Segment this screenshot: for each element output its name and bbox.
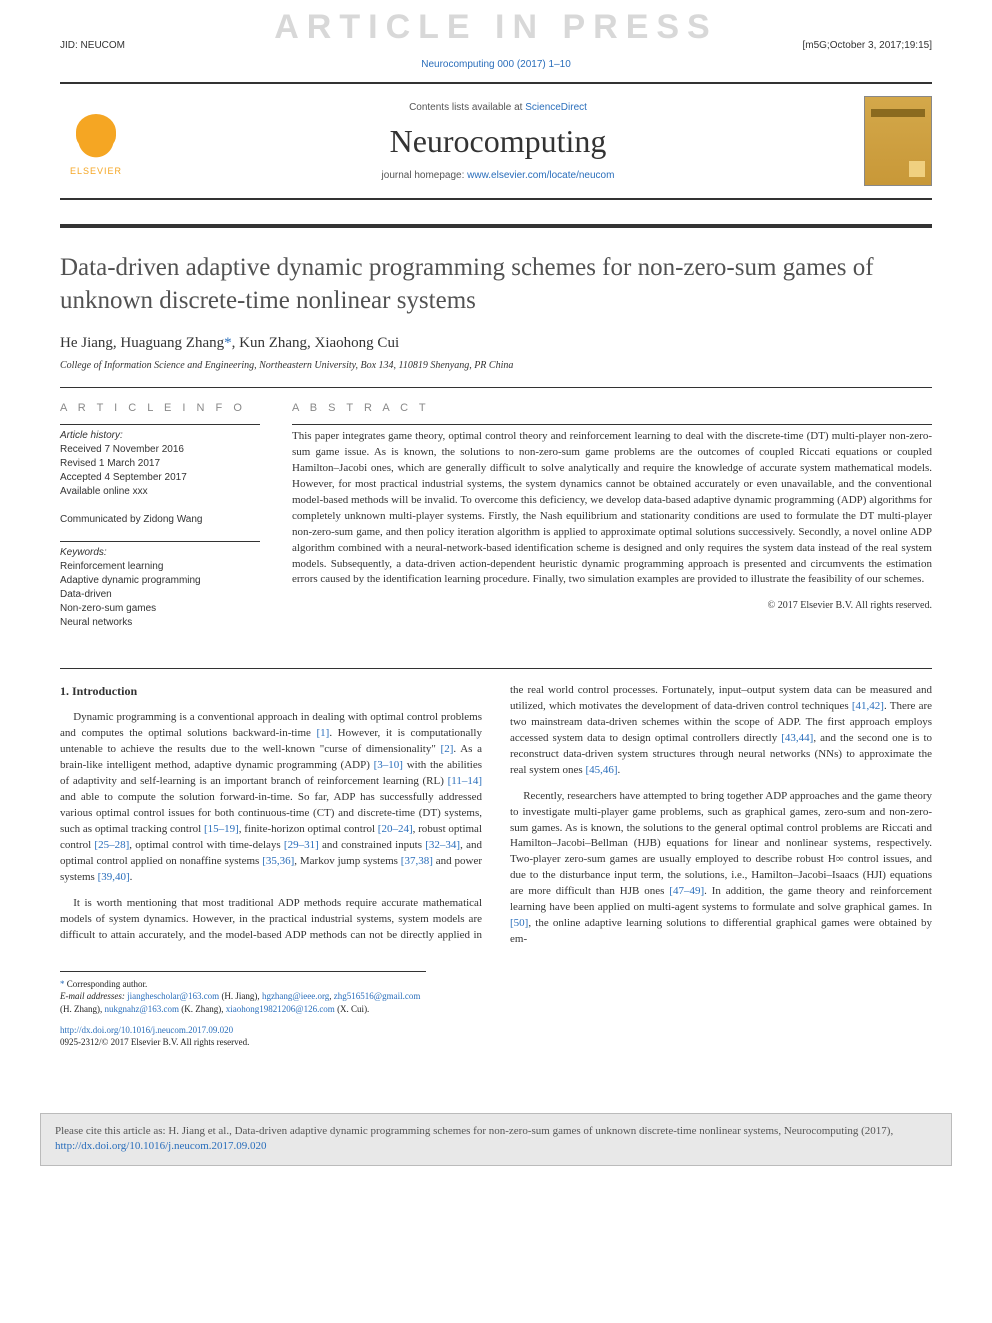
homepage-line: journal homepage: www.elsevier.com/locat… [148,170,848,181]
cite-text: Please cite this article as: H. Jiang et… [55,1125,893,1137]
email-4[interactable]: xiaohong19821206@126.com [226,1004,335,1014]
doi-link[interactable]: http://dx.doi.org/10.1016/j.neucom.2017.… [60,1025,233,1035]
homepage-link[interactable]: www.elsevier.com/locate/neucom [467,170,614,181]
history-accepted: Accepted 4 September 2017 [60,471,260,485]
ref-11-14[interactable]: [11–14] [448,775,482,787]
ref-32-34[interactable]: [32–34] [425,839,460,851]
section-1-heading: 1. Introduction [60,683,482,700]
affiliation: College of Information Science and Engin… [60,360,932,371]
email-line: E-mail addresses: jianghescholar@163.com… [60,990,426,1015]
abstract-column: a b s t r a c t This paper integrates ga… [292,402,932,644]
divider-abs-1 [292,424,932,425]
keyword-2: Data-driven [60,588,260,602]
ref-39-40[interactable]: [39,40] [98,871,130,883]
email-2[interactable]: zhg516516@gmail.com [334,991,421,1001]
email-1[interactable]: hgzhang@ieee.org [262,991,329,1001]
ref-3-10[interactable]: [3–10] [374,759,403,771]
email-label: E-mail addresses: [60,991,125,1001]
keywords-label: Keywords: [60,546,260,560]
divider-2 [60,668,932,669]
ref-50[interactable]: [50] [510,917,528,929]
ref-25-28[interactable]: [25–28] [94,839,129,851]
abstract-copyright: © 2017 Elsevier B.V. All rights reserved… [292,600,932,611]
sciencedirect-link[interactable]: ScienceDirect [525,102,587,113]
keyword-0: Reinforcement learning [60,560,260,574]
email-3[interactable]: nukgnahz@163.com [105,1004,180,1014]
contents-line: Contents lists available at ScienceDirec… [148,102,848,113]
elsevier-tree-icon [68,106,124,162]
history-online: Available online xxx [60,485,260,499]
journal-header: ELSEVIER Contents lists available at Sci… [60,82,932,200]
doi-block: http://dx.doi.org/10.1016/j.neucom.2017.… [60,1024,426,1049]
jid-left: JID: NEUCOM [60,40,125,51]
history-received: Received 7 November 2016 [60,443,260,457]
ref-47-49[interactable]: [47–49] [669,885,704,897]
keywords-block: Keywords: Reinforcement learning Adaptiv… [60,546,260,630]
contents-prefix: Contents lists available at [409,102,525,113]
history-label: Article history: [60,429,260,443]
header-center: Contents lists available at ScienceDirec… [148,102,848,181]
article-history: Article history: Received 7 November 201… [60,429,260,499]
divider-info-2 [60,541,260,542]
ref-20-24[interactable]: [20–24] [378,823,413,835]
authors-pre: He Jiang, Huaguang Zhang [60,335,224,351]
journal-name: Neurocomputing [148,123,848,160]
elsevier-label: ELSEVIER [70,166,122,176]
keyword-4: Neural networks [60,616,260,630]
divider-thick [60,224,932,228]
divider-1 [60,387,932,388]
ref-45-46[interactable]: [45,46] [585,764,617,776]
homepage-prefix: journal homepage: [382,170,468,181]
issn-line: 0925-2312/© 2017 Elsevier B.V. All right… [60,1037,249,1047]
info-heading: a r t i c l e i n f o [60,402,260,414]
ref-29-31[interactable]: [29–31] [284,839,319,851]
elsevier-logo: ELSEVIER [60,99,132,183]
abstract-text: This paper integrates game theory, optim… [292,429,932,588]
email-0[interactable]: jianghescholar@163.com [127,991,219,1001]
ref-43-44[interactable]: [43,44] [781,732,813,744]
para-3: Recently, researchers have attempted to … [510,789,932,948]
ref-37-38[interactable]: [37,38] [401,855,433,867]
citation-box: Please cite this article as: H. Jiang et… [40,1113,952,1166]
corresponding-mark: * [224,335,232,351]
corresponding-note: * Corresponding author. [60,978,426,991]
jid-right: [m5G;October 3, 2017;19:15] [802,40,932,51]
watermark-text: ARTICLE IN PRESS [274,8,717,47]
para-1: Dynamic programming is a conventional ap… [60,710,482,885]
ref-41-42[interactable]: [41,42] [852,700,884,712]
ref-1[interactable]: [1] [317,727,330,739]
ref-2[interactable]: [2] [441,743,454,755]
keyword-3: Non-zero-sum games [60,602,260,616]
authors-line: He Jiang, Huaguang Zhang*, Kun Zhang, Xi… [60,335,932,352]
ref-35-36[interactable]: [35,36] [262,855,294,867]
article-title: Data-driven adaptive dynamic programming… [60,252,932,317]
journal-cover-thumb [864,96,932,186]
authors-post: , Kun Zhang, Xiaohong Cui [232,335,399,351]
abstract-heading: a b s t r a c t [292,402,932,414]
divider-info-1 [60,424,260,425]
corr-star: * [60,979,65,989]
keyword-1: Adaptive dynamic programming [60,574,260,588]
cite-doi-link[interactable]: http://dx.doi.org/10.1016/j.neucom.2017.… [55,1140,267,1152]
body-columns: 1. Introduction Dynamic programming is a… [60,683,932,951]
footnotes: * Corresponding author. E-mail addresses… [60,971,426,1049]
history-revised: Revised 1 March 2017 [60,457,260,471]
top-citation: Neurocomputing 000 (2017) 1–10 [60,59,932,70]
ref-15-19[interactable]: [15–19] [204,823,239,835]
article-info-column: a r t i c l e i n f o Article history: R… [60,402,260,644]
communicated-by: Communicated by Zidong Wang [60,513,260,527]
